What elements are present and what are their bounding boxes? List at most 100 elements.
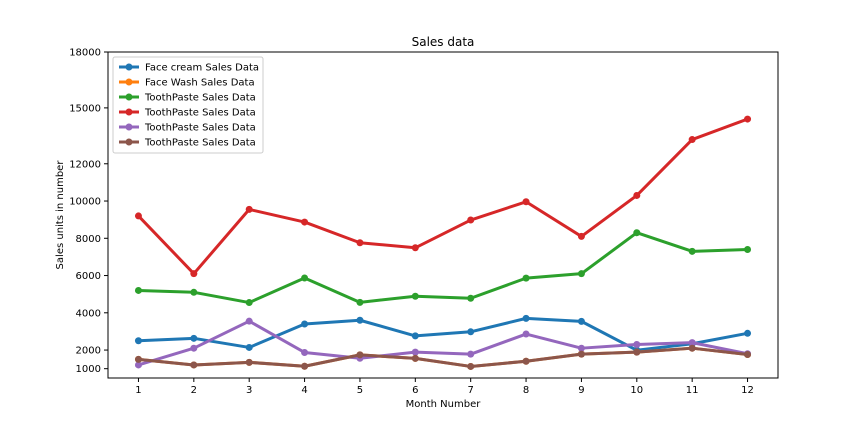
- series-line: [136, 319, 750, 367]
- data-point: [633, 340, 641, 348]
- legend-item: ToothPaste Sales Data: [119, 108, 256, 119]
- legend-swatch-marker: [125, 93, 133, 101]
- data-point: [411, 332, 419, 340]
- legend-swatch-marker: [125, 108, 133, 116]
- series-4: [134, 115, 752, 278]
- data-point: [190, 288, 198, 296]
- data-point: [577, 232, 585, 240]
- legend-label: Face Wash Sales Data: [145, 78, 255, 89]
- data-point: [467, 350, 475, 358]
- data-point: [134, 286, 142, 294]
- series-line: [136, 346, 750, 368]
- y-tick-label: 4000: [76, 308, 101, 319]
- data-point: [522, 330, 530, 338]
- data-point: [356, 239, 364, 247]
- legend-swatch-marker: [125, 138, 133, 146]
- data-point: [411, 348, 419, 356]
- data-point: [467, 294, 475, 302]
- data-point: [522, 274, 530, 282]
- x-tick-label: 5: [357, 385, 363, 396]
- legend-label: ToothPaste Sales Data: [144, 108, 256, 119]
- x-tick-label: 3: [246, 385, 252, 396]
- legend-label: Face cream Sales Data: [145, 63, 259, 74]
- series-line: [136, 117, 750, 276]
- data-point: [411, 292, 419, 300]
- x-axis-ticks: 1 2 3 4 5 6 7 8 9 10 11 12: [135, 378, 754, 396]
- data-point: [245, 343, 253, 351]
- series-3: [134, 229, 752, 307]
- data-point: [245, 358, 253, 366]
- y-tick-label: 18000: [69, 48, 101, 59]
- legend-item: Face cream Sales Data: [119, 63, 259, 74]
- data-point: [301, 320, 309, 328]
- y-tick-label: 8000: [76, 234, 101, 245]
- data-point: [467, 362, 475, 370]
- y-tick-label: 12000: [69, 159, 101, 170]
- data-point: [356, 316, 364, 324]
- data-point: [301, 362, 309, 370]
- data-point: [190, 334, 198, 342]
- data-point: [688, 344, 696, 352]
- y-tick-label: 2000: [76, 346, 101, 357]
- data-point: [522, 357, 530, 365]
- data-point: [688, 339, 696, 347]
- data-point: [744, 329, 752, 337]
- data-point: [245, 205, 253, 213]
- y-axis-label: Sales units in number: [55, 160, 66, 270]
- y-tick-label: 10000: [69, 197, 101, 208]
- data-point: [134, 361, 142, 369]
- y-axis-ticks: 1000 2000 4000 6000 8000 10000 12000 15000 18000: [69, 48, 108, 375]
- data-point: [411, 354, 419, 362]
- data-point: [522, 314, 530, 322]
- x-tick-label: 4: [301, 385, 307, 396]
- series-line: [136, 231, 750, 305]
- data-point: [190, 344, 198, 352]
- legend-item: Face Wash Sales Data: [119, 78, 255, 89]
- y-tick-label: 6000: [76, 271, 101, 282]
- data-point: [744, 351, 752, 359]
- data-point: [356, 298, 364, 306]
- legend-swatch-marker: [125, 123, 133, 131]
- series-6: [134, 344, 752, 370]
- data-point: [134, 212, 142, 220]
- data-point: [134, 337, 142, 345]
- series-1: [134, 314, 752, 354]
- data-point: [688, 136, 696, 144]
- y-tick-label: 1000: [76, 364, 101, 375]
- chart-title: Sales data: [412, 35, 475, 49]
- x-tick-label: 2: [191, 385, 197, 396]
- legend-item: ToothPaste Sales Data: [119, 138, 256, 149]
- x-tick-label: 9: [578, 385, 584, 396]
- data-point: [744, 245, 752, 253]
- legend-item: ToothPaste Sales Data: [119, 93, 256, 104]
- data-point: [245, 299, 253, 307]
- y-tick-label: 15000: [69, 103, 101, 114]
- x-tick-label: 10: [630, 385, 643, 396]
- series-line: [136, 316, 750, 352]
- x-tick-label: 12: [741, 385, 754, 396]
- data-point: [467, 216, 475, 224]
- data-point: [577, 317, 585, 325]
- data-point: [301, 348, 309, 356]
- data-point: [467, 328, 475, 336]
- data-point: [688, 247, 696, 255]
- data-point: [577, 350, 585, 358]
- data-point: [577, 270, 585, 278]
- x-tick-label: 8: [523, 385, 529, 396]
- data-point: [190, 361, 198, 369]
- x-tick-label: 1: [135, 385, 141, 396]
- data-point: [411, 244, 419, 252]
- x-tick-label: 7: [467, 385, 473, 396]
- legend-label: ToothPaste Sales Data: [144, 123, 256, 134]
- data-point: [245, 317, 253, 325]
- data-point: [301, 274, 309, 282]
- legend-item: ToothPaste Sales Data: [119, 123, 256, 134]
- data-point: [190, 270, 198, 278]
- data-point: [633, 348, 641, 356]
- legend-label: ToothPaste Sales Data: [144, 138, 256, 149]
- x-tick-label: 6: [412, 385, 418, 396]
- data-point: [744, 115, 752, 123]
- legend-label: ToothPaste Sales Data: [144, 93, 256, 104]
- data-point: [577, 344, 585, 352]
